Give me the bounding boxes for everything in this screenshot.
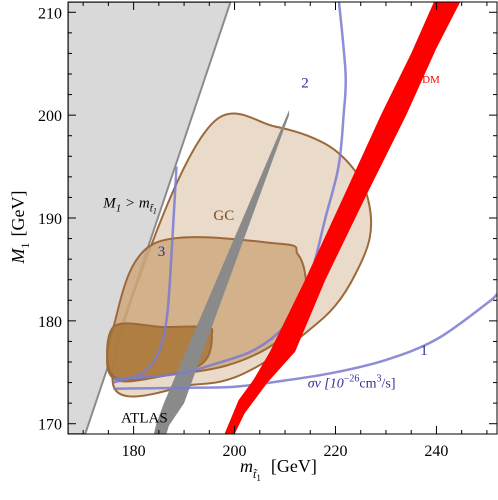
x-tick-label: 200 [223,443,247,460]
x-tick-label: 220 [323,443,347,460]
excluded-region [68,2,232,434]
omega-dm-label: ΩDM [410,66,440,86]
sigma-contour-label-2: 2 [301,75,309,91]
x-axis-label: mt̃1[GeV] [240,456,317,483]
y-tick-label: 210 [38,5,62,22]
sigma-contour-3 [113,166,178,384]
gc-label: GC [213,208,234,224]
omega-dm-band [224,2,461,434]
axis-ticks: 180 200 220 240 170 180 190 200 210 [38,2,497,460]
atlas-label: ATLAS [121,411,168,427]
y-tick-label: 180 [38,314,62,331]
y-tick-label: 200 [38,108,62,125]
sigma-contour-label-1: 1 [420,343,428,359]
excluded-region-label: M1 > mt̃1 [102,196,157,216]
y-tick-label: 190 [38,211,62,228]
sigma-v-label: σv [10−26cm3/s] [308,374,396,392]
y-axis-label: M1[GeV] [8,191,32,265]
sigma-contour-1 [113,293,497,390]
x-tick-label: 180 [122,443,146,460]
x-tick-label: 240 [424,443,448,460]
y-tick-label: 170 [38,417,62,434]
atlas-region [153,110,290,434]
sigma-contour-label-3: 3 [158,244,166,260]
